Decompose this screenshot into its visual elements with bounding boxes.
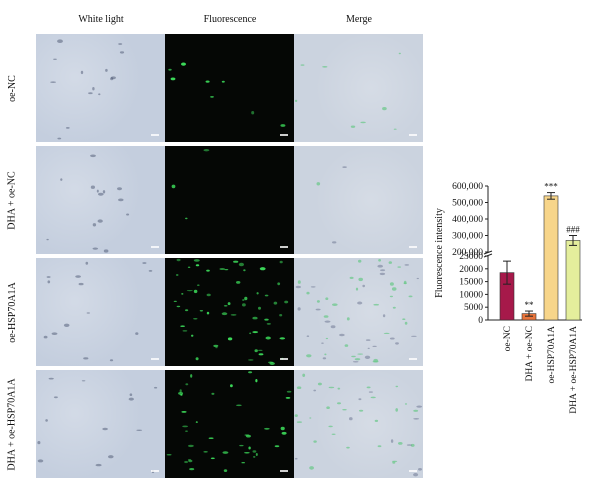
scale-bar (409, 470, 417, 472)
x-tick-label: DHA + oe-NC (525, 326, 535, 382)
micrograph-mg-row-4 (294, 370, 423, 478)
scale-bar (151, 134, 159, 136)
y-tick-label: 400,000 (452, 215, 483, 225)
y-tick-label: 500,000 (452, 199, 483, 209)
scale-bar (280, 470, 288, 472)
bar-3 (543, 195, 559, 321)
scale-bar (409, 246, 417, 248)
micrograph-fl-row-4 (165, 370, 294, 478)
micrograph-mg-row-3 (294, 258, 423, 366)
y-tick-label: 20000 (459, 265, 483, 275)
y-tick-label: 15000 (459, 278, 483, 288)
x-tick-label: DHA + oe-HSP70A1A (569, 326, 579, 414)
scale-bar (280, 358, 288, 360)
micrograph-fl-row-3 (165, 258, 294, 366)
bar-4 (565, 240, 581, 321)
significance-label: *** (544, 182, 558, 192)
micrograph-wl-row-2 (36, 146, 165, 254)
column-header-merge: Merge (346, 14, 372, 25)
column-header-fluorescence: Fluorescence (203, 14, 257, 25)
micrograph-fl-row-1 (165, 34, 294, 142)
scale-bar (151, 470, 159, 472)
row-label-dha-oe-hsp70a1a: DHA + oe-HSP70A1A (6, 377, 18, 471)
scale-bar (151, 358, 159, 360)
axis-break-mark (483, 250, 493, 255)
micrograph-mg-row-2 (294, 146, 423, 254)
scale-bar (280, 134, 288, 136)
y-tick-label: 25000 (459, 252, 483, 262)
row-label-dha-oe-nc: DHA + oe-NC (6, 170, 18, 230)
scale-bar (409, 134, 417, 136)
significance-label: ** (525, 300, 535, 310)
column-header-white-light: White light (78, 14, 124, 25)
micrograph-wl-row-4 (36, 370, 165, 478)
micrograph-fl-row-2 (165, 146, 294, 254)
scale-bar (280, 246, 288, 248)
x-tick-label: oe-NC (503, 326, 513, 351)
y-axis-label: Fluorescence intensity (434, 208, 445, 298)
y-tick-label: 300,000 (452, 232, 483, 242)
x-tick-label: oe-HSP70A1A (547, 326, 557, 384)
y-tick-label: 5000 (464, 303, 483, 313)
significance-label: ### (566, 225, 580, 235)
y-tick-label: 10000 (459, 290, 483, 300)
scale-bar (151, 246, 159, 248)
row-label-oe-nc: oe-NC (6, 74, 18, 102)
y-tick-label: 0 (478, 316, 483, 326)
y-tick-label: 200,000 (452, 248, 483, 258)
row-label-oe-hsp70a1a: oe-HSP70A1A (6, 281, 18, 343)
fluorescence-bar-chart: 200,000 300,000 400,000 500,000 600,000 0 5000… (434, 182, 582, 414)
axis-break-mark (483, 253, 493, 258)
micrograph-wl-row-1 (36, 34, 165, 142)
y-tick-label: 600,000 (452, 182, 483, 192)
scale-bar (409, 358, 417, 360)
micrograph-wl-row-3 (36, 258, 165, 366)
micrograph-mg-row-1 (294, 34, 423, 142)
